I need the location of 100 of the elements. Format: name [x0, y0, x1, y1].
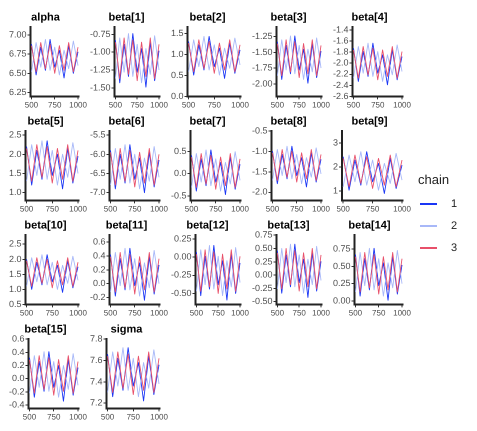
x-tick-label: 500 [184, 204, 199, 213]
x-tick-label: 750 [212, 308, 226, 317]
y-tick-label: 0.5 [174, 145, 187, 156]
x-tick-label: 500 [270, 308, 285, 317]
y-tick-label: -1.75 [252, 62, 273, 72]
x-tick-label: 1000 [312, 100, 330, 109]
chart-title: beta[6] [108, 115, 145, 128]
y-tick-label: -0.5 [170, 190, 187, 200]
x-tick-label: 1000 [69, 100, 88, 109]
y-tick-label: 0.2 [12, 360, 25, 370]
x-tick-label: 500 [20, 308, 34, 317]
y-tick-label: -0.25 [171, 269, 192, 280]
x-tick-label: 750 [48, 100, 62, 109]
y-tick-label: 0.0 [92, 278, 106, 288]
chart-title: beta[9] [351, 115, 388, 128]
y-tick-label: -1.4 [332, 24, 349, 34]
y-tick-label: 0.75 [332, 243, 351, 254]
x-tick-label: 1000 [150, 204, 168, 213]
y-tick-label: 7.2 [90, 397, 103, 408]
x-tick-label: 1000 [69, 204, 88, 213]
chart-title: beta[13] [267, 219, 310, 232]
x-tick-label: 750 [130, 100, 144, 109]
y-tick-label: 3 [332, 137, 338, 148]
y-tick-label: -2.0 [252, 186, 268, 196]
y-tick-label: 0.75 [254, 229, 273, 240]
chart-title: beta[12] [186, 219, 229, 232]
x-tick-label: 750 [46, 204, 60, 213]
y-tick-label: 1.5 [170, 27, 184, 38]
y-tick-label: -1.0 [252, 146, 268, 156]
x-tick-label: 1000 [69, 308, 88, 317]
chart-title: beta[10] [24, 219, 67, 232]
y-tick-label: -0.2 [90, 291, 106, 302]
x-tick-label: 750 [371, 100, 385, 109]
x-tick-label: 1000 [150, 100, 168, 109]
y-tick-label: 1.0 [170, 48, 184, 58]
y-tick-label: 6.25 [8, 86, 27, 97]
y-tick-label: 0.25 [254, 256, 273, 266]
y-tick-label: 1.5 [8, 268, 22, 278]
y-tick-label: -7.0 [90, 186, 106, 197]
y-tick-label: -0.50 [171, 287, 192, 298]
chart-title: beta[5] [27, 115, 64, 128]
y-tick-label: -1.8 [332, 46, 349, 56]
x-tick-label: 1000 [393, 308, 412, 317]
y-tick-label: -2.2 [332, 68, 349, 78]
y-tick-label: 2 [332, 160, 338, 171]
x-tick-label: 750 [128, 204, 142, 213]
x-tick-label: 750 [47, 412, 61, 421]
x-tick-label: 750 [208, 100, 222, 109]
x-tick-label: 750 [366, 204, 380, 213]
chart-title: beta[1] [108, 11, 145, 24]
x-tick-label: 500 [346, 100, 361, 109]
x-tick-label: 500 [100, 412, 115, 421]
x-tick-label: 750 [128, 308, 142, 317]
x-tick-label: 500 [22, 412, 37, 421]
y-tick-label: 0.0 [12, 372, 25, 383]
x-tick-label: 500 [108, 100, 123, 109]
y-tick-label: -5.5 [90, 129, 106, 140]
y-tick-label: 0.4 [12, 346, 25, 356]
y-tick-label: 0.2 [92, 264, 106, 274]
x-tick-label: 750 [292, 308, 306, 317]
chart-title: beta[14] [348, 219, 391, 232]
x-tick-label: 750 [126, 412, 140, 421]
x-tick-label: 500 [266, 204, 280, 213]
x-tick-label: 1000 [231, 100, 250, 109]
y-tick-label: 0.25 [332, 278, 351, 288]
y-tick-label: 6.50 [8, 67, 27, 78]
chart-title: beta[15] [24, 323, 67, 336]
x-tick-label: 1000 [150, 308, 168, 317]
x-tick-label: 500 [190, 308, 204, 317]
chart-title: beta[11] [106, 219, 148, 232]
y-tick-label: -0.2 [8, 386, 25, 396]
chart-title: beta[8] [270, 115, 307, 128]
y-tick-label: -0.4 [8, 399, 25, 410]
y-tick-label: 2.0 [8, 148, 22, 158]
x-tick-label: 1000 [312, 308, 330, 317]
y-tick-label: 2.0 [8, 253, 22, 264]
y-tick-label: 0.50 [332, 260, 351, 270]
x-tick-label: 500 [182, 100, 196, 109]
chart-title: beta[7] [189, 115, 226, 128]
x-tick-label: 1000 [150, 412, 168, 421]
y-tick-label: -6.0 [90, 148, 106, 158]
chart-title: beta[3] [270, 11, 307, 24]
y-tick-label: 1 [332, 184, 338, 195]
x-tick-label: 500 [104, 204, 118, 213]
x-tick-label: 500 [270, 100, 285, 109]
y-tick-label: 1.5 [8, 167, 22, 178]
chart-title: beta[2] [189, 11, 226, 24]
y-tick-label: -0.25 [252, 282, 273, 292]
x-tick-label: 750 [290, 204, 304, 213]
x-tick-label: 1000 [231, 308, 250, 317]
y-tick-label: 1.0 [8, 283, 22, 294]
y-tick-label: -2.0 [332, 57, 349, 68]
y-tick-label: 0.00 [332, 294, 351, 305]
x-tick-label: 1000 [231, 204, 250, 213]
y-tick-label: 7.00 [8, 28, 27, 39]
x-tick-label: 750 [292, 100, 306, 109]
y-tick-label: -1.6 [332, 35, 349, 46]
y-tick-label: -1.50 [90, 82, 111, 92]
y-tick-label: 0.00 [254, 269, 273, 280]
y-tick-label: 0.25 [174, 232, 192, 243]
